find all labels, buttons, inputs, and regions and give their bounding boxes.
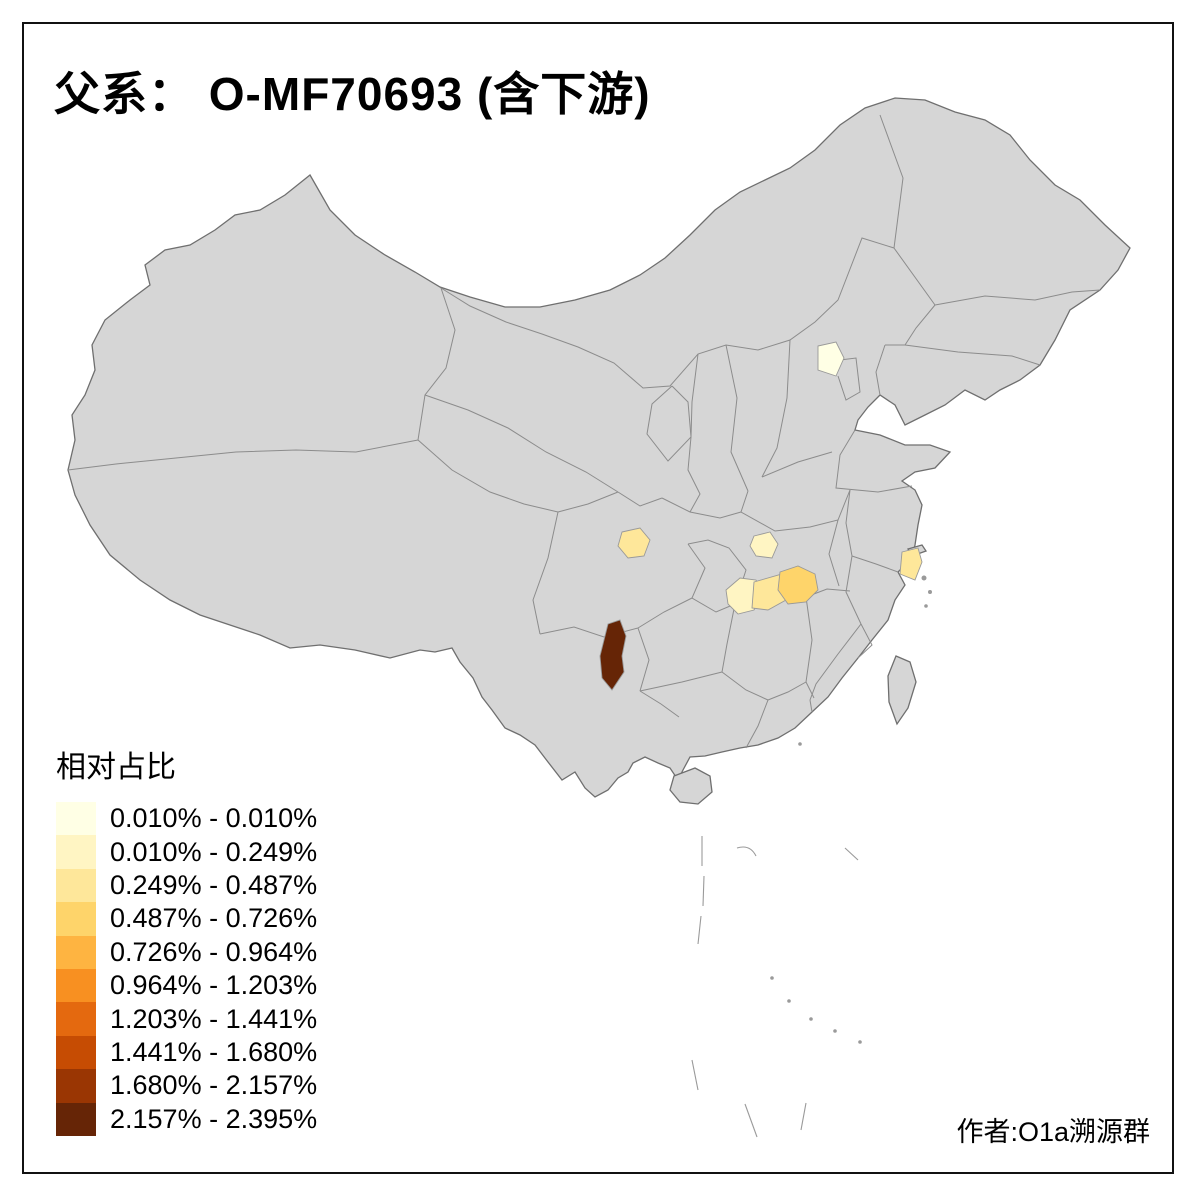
legend-swatch: [56, 1102, 96, 1136]
legend-label: 2.157% - 2.395%: [110, 1103, 318, 1134]
legend-label: 0.726% - 0.964%: [110, 936, 318, 967]
legend-row: 0.010% - 0.249%: [56, 835, 318, 869]
legend-label: 1.441% - 1.680%: [110, 1036, 318, 1067]
legend-swatch: [56, 935, 96, 969]
legend-swatch: [56, 1035, 96, 1070]
china-mainland-shape: [67, 97, 1131, 798]
legend-swatch: [56, 1069, 96, 1103]
author-credit: 作者:O1a溯源群: [956, 1117, 1150, 1147]
legend-label: 0.010% - 0.010%: [110, 803, 318, 834]
legend-label: 0.487% - 0.726%: [110, 903, 318, 934]
zhoushan-islet: [928, 590, 932, 594]
zhoushan-islet: [921, 575, 927, 581]
legend-row: 0.010% - 0.010%: [56, 802, 318, 836]
page-title: 父系： O-MF70693 (含下游): [54, 68, 651, 120]
province-borders: [67, 114, 1101, 749]
region-beijing: [817, 341, 845, 377]
legend-swatch: [56, 802, 96, 836]
legend-row: 1.203% - 1.441%: [56, 1002, 318, 1036]
south-china-sea-marks: [691, 836, 862, 1138]
region-southwest-sichuan: [599, 619, 627, 691]
legend-row: 0.487% - 0.726%: [56, 902, 318, 936]
legend-label: 1.203% - 1.441%: [110, 1003, 318, 1034]
legend-row: 0.726% - 0.964%: [56, 935, 318, 969]
legend-label: 0.010% - 0.249%: [110, 836, 318, 867]
legend-swatch: [56, 968, 96, 1003]
legend-swatch: [56, 1002, 96, 1036]
region-chengdu-sichuan: [617, 527, 651, 559]
legend-rows: 0.010% - 0.010% 0.010% - 0.249% 0.249% -…: [56, 802, 317, 1136]
plot-border-frame: [22, 22, 1174, 1174]
legend-swatch: [56, 902, 96, 936]
region-northwest-hubei: [749, 531, 779, 559]
legend-row: 0.964% - 1.203%: [56, 968, 318, 1003]
legend-row: 0.249% - 0.487%: [56, 868, 318, 903]
legend-swatch: [56, 835, 96, 869]
legend-swatch: [56, 868, 96, 903]
region-hunan-cluster-east: [777, 565, 819, 605]
legend-title: 相对占比: [56, 751, 176, 784]
legend-label: 1.680% - 2.157%: [110, 1070, 318, 1101]
region-shanghai: [899, 547, 923, 581]
hainan-island: [669, 767, 713, 805]
taiwan-island: [887, 655, 917, 726]
legend-label: 0.249% - 0.487%: [110, 869, 318, 900]
legend-row: 2.157% - 2.395%: [56, 1102, 318, 1136]
legend-row: 1.441% - 1.680%: [56, 1035, 318, 1070]
legend-label: 0.964% - 1.203%: [110, 970, 318, 1001]
legend-row: 1.680% - 2.157%: [56, 1069, 318, 1103]
region-hunan-cluster-mid: [751, 573, 787, 611]
coastal-islet: [924, 604, 928, 608]
map-legend: 相对占比 0.010% - 0.010% 0.010% - 0.249% 0.2…: [56, 742, 317, 1136]
colored-regions: [599, 341, 923, 691]
coastal-islet: [798, 742, 802, 746]
